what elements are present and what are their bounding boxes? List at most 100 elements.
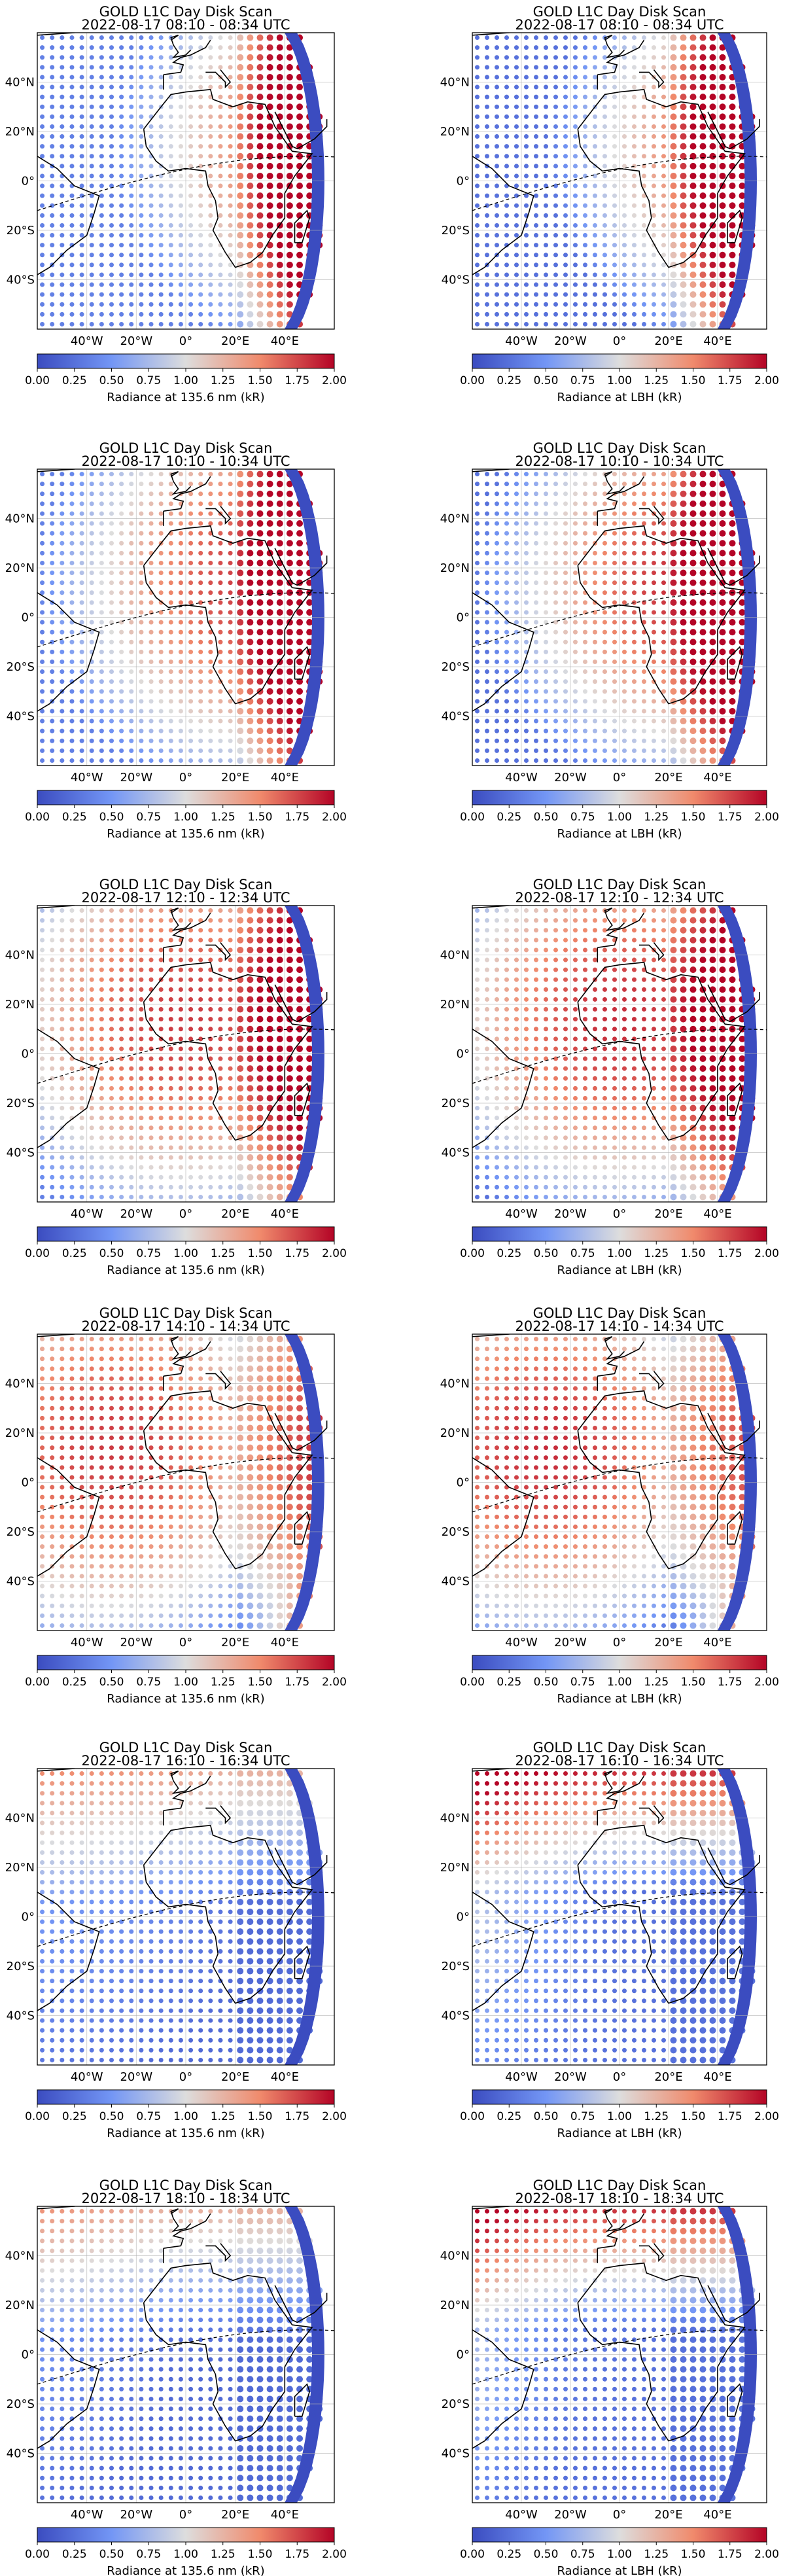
data-point <box>266 946 273 953</box>
lat-tick-label: 20°N <box>440 561 470 575</box>
data-point <box>563 659 568 664</box>
data-point <box>40 292 45 297</box>
data-point <box>689 1164 697 1171</box>
data-point <box>119 65 124 70</box>
data-point <box>247 44 254 51</box>
data-point <box>670 73 677 80</box>
data-point <box>729 1114 736 1121</box>
data-point <box>89 104 94 109</box>
data-point <box>534 1145 538 1150</box>
data-point <box>699 143 706 150</box>
data-point <box>228 222 233 228</box>
data-point <box>296 212 304 219</box>
data-point <box>622 183 627 188</box>
data-point <box>119 580 124 586</box>
data-point <box>524 233 529 238</box>
data-point <box>99 620 104 625</box>
data-point <box>534 203 538 208</box>
data-point <box>89 580 94 586</box>
data-point <box>109 1066 114 1071</box>
data-point <box>218 1135 223 1140</box>
data-point <box>158 292 164 297</box>
data-point <box>632 134 637 139</box>
data-point <box>680 658 687 665</box>
data-point <box>553 45 558 50</box>
data-point <box>158 1194 164 1199</box>
data-point <box>218 472 223 477</box>
data-point <box>198 580 203 586</box>
data-point <box>99 173 104 179</box>
data-point <box>514 144 519 149</box>
data-point <box>593 302 597 307</box>
data-point <box>178 560 183 565</box>
axes-frame <box>37 905 335 1203</box>
data-point <box>475 193 480 198</box>
data-point <box>158 1066 164 1071</box>
data-point <box>485 1076 489 1081</box>
data-point <box>139 311 144 317</box>
data-point <box>583 629 587 635</box>
data-point <box>50 292 55 297</box>
data-point <box>60 222 65 228</box>
data-point <box>680 192 687 200</box>
data-point <box>119 203 124 208</box>
data-point <box>719 530 726 537</box>
data-point <box>306 192 313 200</box>
data-point <box>256 470 264 478</box>
data-point <box>89 987 94 992</box>
data-point <box>296 569 304 576</box>
data-point <box>237 1045 244 1052</box>
data-point <box>553 1066 558 1071</box>
data-point <box>237 241 244 249</box>
data-point <box>208 213 213 218</box>
data-point <box>504 1046 509 1051</box>
data-point <box>50 639 55 644</box>
data-point <box>670 291 677 298</box>
data-point <box>119 94 124 99</box>
coastline <box>577 525 746 705</box>
data-point <box>296 668 304 675</box>
data-point <box>208 1007 213 1012</box>
data-point <box>534 699 538 704</box>
data-point <box>69 639 75 644</box>
data-point <box>188 1017 194 1022</box>
data-point <box>689 34 697 41</box>
data-point <box>593 233 597 238</box>
data-point <box>632 501 637 506</box>
data-point <box>495 482 499 487</box>
data-point <box>208 1056 213 1061</box>
data-point <box>89 282 94 287</box>
data-point <box>237 63 244 71</box>
data-point <box>661 134 666 139</box>
lon-tick-label: 40°E <box>271 771 299 785</box>
data-point <box>256 747 264 754</box>
data-point <box>652 1085 656 1091</box>
data-point <box>699 609 706 616</box>
data-point <box>534 292 538 297</box>
data-point <box>504 590 509 595</box>
data-point <box>689 609 697 616</box>
data-point <box>40 144 45 149</box>
data-point <box>89 620 94 625</box>
data-point <box>652 472 656 477</box>
data-point <box>276 321 283 328</box>
data-point <box>504 302 509 307</box>
data-point <box>553 1116 558 1121</box>
lat-tick-label: 40°N <box>5 949 35 962</box>
data-point <box>475 580 480 586</box>
data-point <box>563 173 568 179</box>
data-point <box>89 1165 94 1170</box>
data-point <box>475 65 480 70</box>
data-point <box>680 321 687 328</box>
data-point <box>158 253 164 258</box>
lon-tick-label: 40°E <box>271 334 299 348</box>
data-point <box>670 470 677 478</box>
data-point <box>652 311 656 317</box>
data-point <box>602 1145 607 1150</box>
data-point <box>534 1194 538 1199</box>
data-point <box>178 1116 183 1121</box>
data-point <box>109 1194 114 1199</box>
data-point <box>99 1194 104 1199</box>
data-point <box>158 501 164 506</box>
data-point <box>79 134 84 139</box>
